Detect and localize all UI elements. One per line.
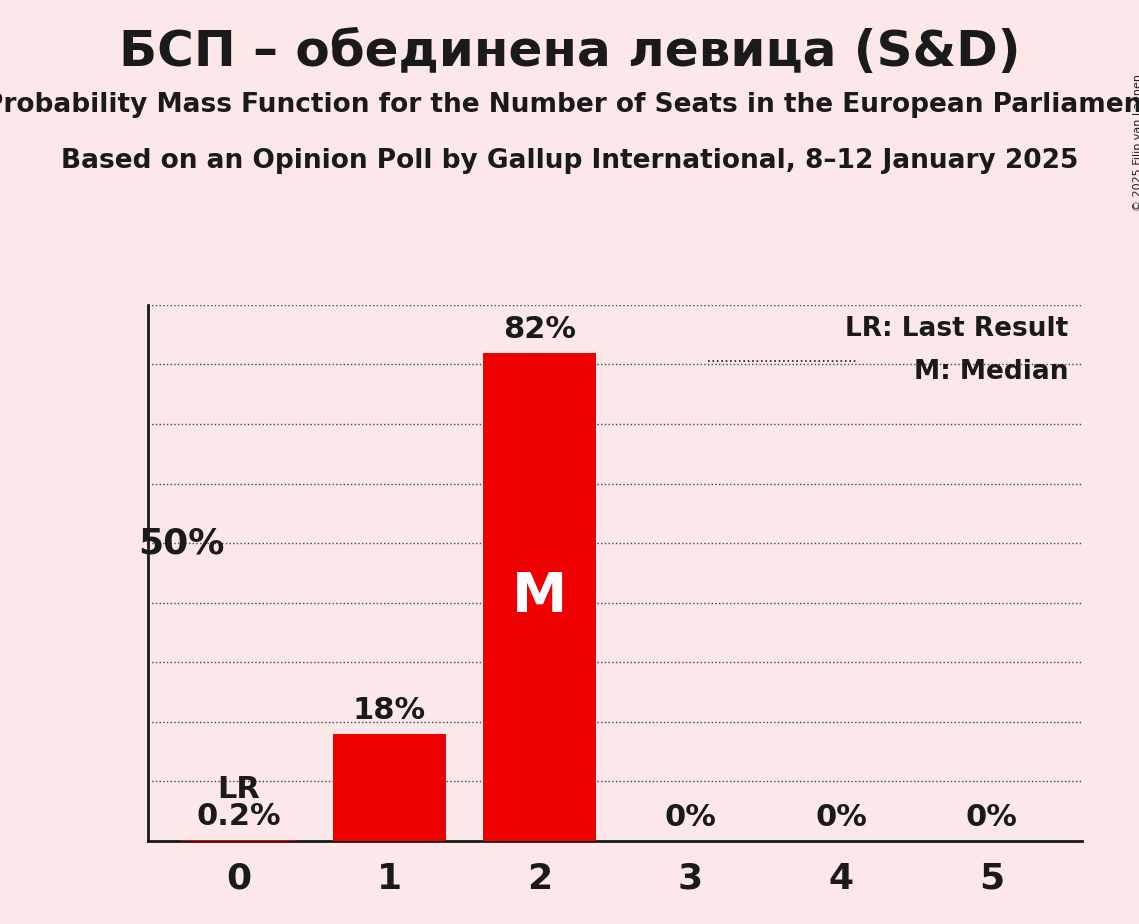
- Bar: [182, 840, 295, 841]
- Text: M: M: [513, 570, 567, 624]
- Text: LR: LR: [218, 775, 260, 804]
- Text: Probability Mass Function for the Number of Seats in the European Parliament: Probability Mass Function for the Number…: [0, 92, 1139, 118]
- Text: 0%: 0%: [966, 803, 1017, 832]
- Text: 0%: 0%: [816, 803, 867, 832]
- Bar: [483, 353, 596, 841]
- Bar: [333, 734, 445, 841]
- Text: LR: Last Result: LR: Last Result: [845, 316, 1068, 342]
- Text: © 2025 Filip van Laenen: © 2025 Filip van Laenen: [1133, 74, 1139, 211]
- Text: 18%: 18%: [353, 696, 426, 724]
- Text: 0%: 0%: [664, 803, 716, 832]
- Text: 50%: 50%: [139, 526, 224, 560]
- Text: 0.2%: 0.2%: [196, 802, 281, 831]
- Text: 82%: 82%: [503, 315, 576, 344]
- Text: Based on an Opinion Poll by Gallup International, 8–12 January 2025: Based on an Opinion Poll by Gallup Inter…: [60, 148, 1079, 174]
- Text: БСП – обединена левица (S&D): БСП – обединена левица (S&D): [118, 28, 1021, 76]
- Text: M: Median: M: Median: [913, 359, 1068, 384]
